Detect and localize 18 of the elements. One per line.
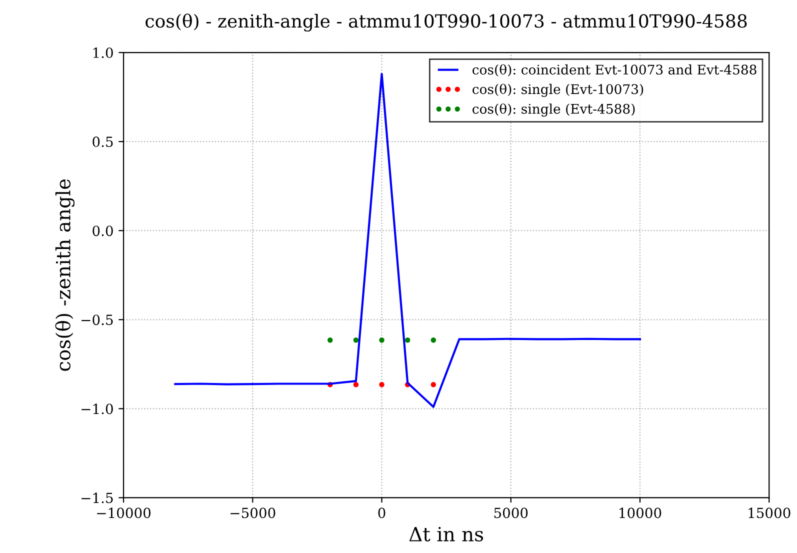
x-tick-label: 5000 — [494, 508, 528, 518]
y-axis-title: cos(θ) -zenith angle — [55, 179, 75, 371]
x-tick-label: 15000 — [748, 508, 790, 518]
x-tick-label: −5000 — [230, 508, 276, 518]
y-tick-label: −0.5 — [82, 314, 113, 326]
chart-title: cos(θ) - zenith-angle - atmmu10T990-10073 - atmmu10T990-4588 — [146, 14, 747, 32]
legend-label: cos(θ): single (Evt-4588) — [472, 103, 635, 117]
y-tick-label: 1.0 — [93, 48, 113, 58]
x-tick-label: 10000 — [620, 508, 662, 518]
y-tick-label: 0.5 — [92, 136, 113, 148]
legend-label: cos(θ): single (Evt-10073) — [472, 84, 644, 97]
x-tick-label: 0 — [378, 508, 386, 518]
x-tick-label: −10000 — [97, 508, 151, 518]
y-tick-label: 0.0 — [92, 226, 113, 236]
y-tick-label: −1.0 — [82, 404, 113, 414]
legend-label: cos(θ): coincident Evt-10073 and Evt-4588 — [472, 64, 756, 76]
x-axis-title: Δt in ns — [409, 526, 484, 542]
y-tick-label: −1.5 — [82, 492, 113, 504]
